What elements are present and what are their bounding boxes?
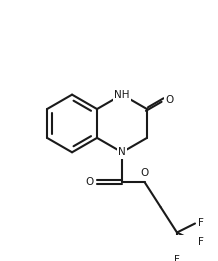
Text: F: F — [198, 236, 204, 247]
Text: F: F — [198, 218, 204, 228]
Text: N: N — [118, 147, 126, 157]
Text: O: O — [166, 95, 174, 105]
Text: F: F — [174, 254, 180, 261]
Text: O: O — [85, 177, 94, 187]
Text: NH: NH — [114, 90, 130, 100]
Text: O: O — [140, 168, 149, 178]
